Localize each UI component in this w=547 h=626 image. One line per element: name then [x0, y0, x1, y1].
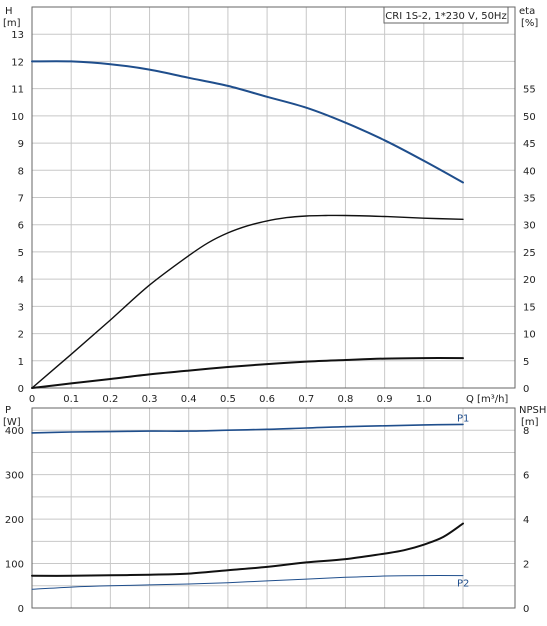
y-tick-label-left: 13	[11, 30, 24, 41]
y-tick-label-left: 200	[5, 515, 24, 526]
x-tick-label: 0.3	[142, 394, 158, 405]
x-tick-label: 0.1	[63, 394, 79, 405]
chart-title-box	[383, 6, 509, 24]
y-tick-label-left: 9	[18, 139, 24, 150]
y-tick-label-right: 35	[523, 194, 536, 205]
y-tick-label-right: 0	[523, 384, 529, 395]
right-axis-unit: [%]	[521, 18, 538, 29]
y-tick-label-right: 25	[523, 248, 536, 259]
right-axis-title: eta	[519, 6, 535, 17]
y-tick-label-left: 8	[18, 166, 24, 177]
x-axis-label: Q [m³/h]	[466, 394, 508, 405]
y-tick-label-right: 10	[523, 330, 536, 341]
y-tick-label-right: 15	[523, 302, 536, 313]
x-tick-label: 0.9	[377, 394, 393, 405]
x-tick-label: 1.0	[416, 394, 432, 405]
x-tick-label: 0.2	[102, 394, 118, 405]
y-tick-label-right: 30	[523, 221, 536, 232]
series-line	[31, 575, 464, 590]
left-axis-unit: [m]	[3, 18, 21, 29]
y-tick-label-left: 6	[18, 221, 24, 232]
y-tick-label-left: 7	[18, 194, 24, 205]
y-tick-label-right: 8	[523, 426, 529, 437]
y-tick-label-left: 10	[11, 112, 24, 123]
series-line	[31, 423, 464, 434]
y-tick-label-left: 0	[18, 604, 24, 615]
y-tick-label-left: 100	[5, 560, 24, 571]
series-label: P1	[457, 413, 469, 424]
series-label: P2	[457, 579, 469, 590]
x-tick-label: 0.6	[259, 394, 275, 405]
series-line	[31, 522, 464, 577]
y-tick-label-left: 11	[11, 85, 24, 96]
x-tick-label: 0.4	[181, 394, 197, 405]
y-tick-label-right: 55	[523, 85, 536, 96]
series-line	[31, 60, 464, 184]
y-tick-label-left: 3	[18, 302, 24, 313]
y-tick-label-right: 40	[523, 166, 536, 177]
chart-title: CRI 1S-2, 1*230 V, 50Hz	[385, 11, 506, 22]
left-axis-title: P	[5, 405, 11, 416]
y-tick-label-right: 45	[523, 139, 536, 150]
y-tick-label-right: 6	[523, 471, 529, 482]
x-tick-label: 0.8	[338, 394, 354, 405]
y-tick-label-left: 400	[5, 426, 24, 437]
y-tick-label-left: 1	[18, 357, 24, 368]
y-tick-label-left: 12	[11, 57, 24, 68]
y-tick-label-right: 20	[523, 275, 536, 286]
right-axis-unit: [m]	[521, 417, 539, 428]
y-tick-label-right: 50	[523, 112, 536, 123]
x-tick-label: 0	[29, 394, 35, 405]
y-tick-label-right: 0	[523, 604, 529, 615]
x-tick-label: 0.7	[298, 394, 314, 405]
y-tick-label-left: 2	[18, 330, 24, 341]
y-tick-label-left: 5	[18, 248, 24, 259]
y-tick-label-left: 4	[18, 275, 24, 286]
x-tick-label: 0.5	[220, 394, 236, 405]
y-tick-label-right: 4	[523, 515, 529, 526]
left-axis-title: H	[5, 6, 13, 17]
y-tick-label-left: 300	[5, 471, 24, 482]
y-tick-label-left: 0	[18, 384, 24, 395]
right-axis-title: NPSH	[519, 405, 546, 416]
plot-frame	[31, 6, 516, 389]
series-line	[31, 357, 464, 389]
plot-frame	[31, 407, 516, 609]
y-tick-label-right: 5	[523, 357, 529, 368]
left-axis-unit: [W]	[3, 417, 21, 428]
series-line	[31, 214, 464, 389]
y-tick-label-right: 2	[523, 560, 529, 571]
